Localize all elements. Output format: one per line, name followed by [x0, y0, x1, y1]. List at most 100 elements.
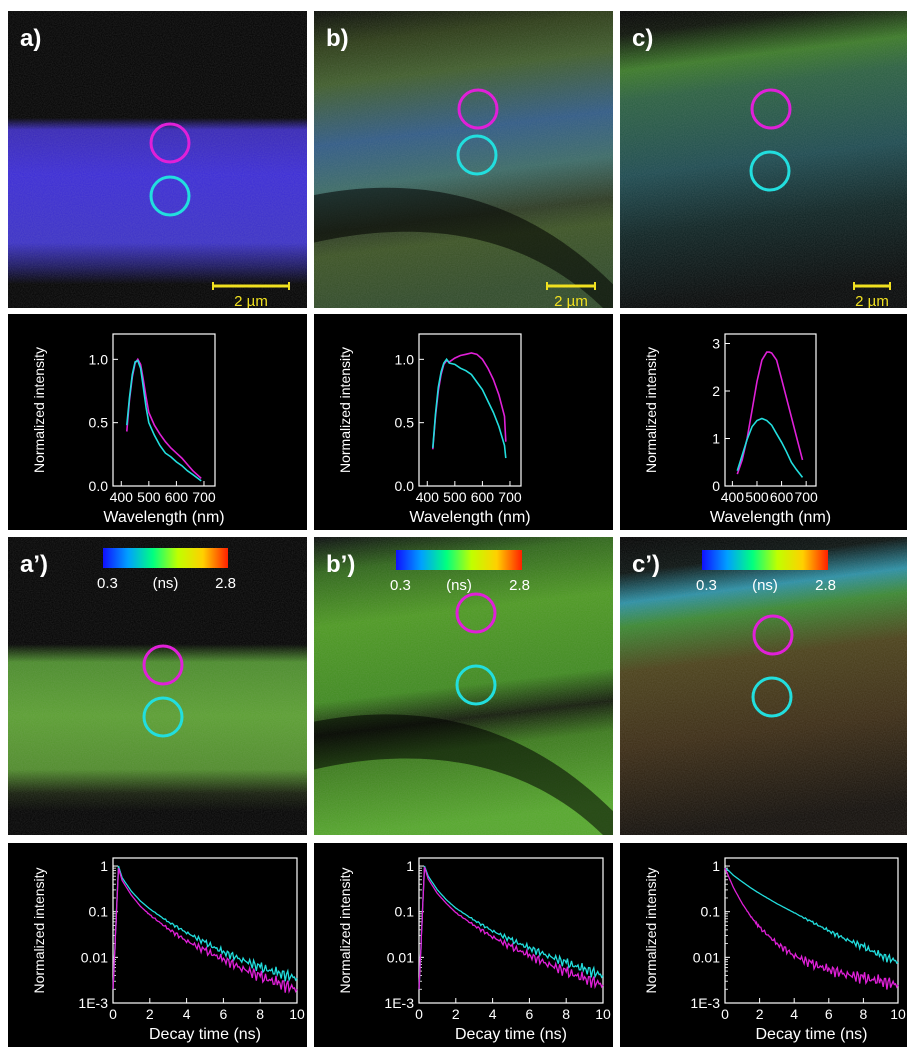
x-tick-label: 6 — [220, 1006, 228, 1022]
x-axis-label: Wavelength (nm) — [103, 509, 224, 526]
x-axis-label: Decay time (ns) — [455, 1026, 567, 1043]
x-tick-label: 4 — [183, 1006, 191, 1022]
chart-panel-4: 0 2 4 6 8 10 1E-3 0.01 0.1 1 Decay time (ns) Normal… — [8, 843, 307, 1047]
y-tick-label: 0.0 — [395, 478, 415, 494]
y-tick-label: 0.1 — [395, 904, 415, 920]
y-tick-label: 0.01 — [693, 949, 720, 965]
image-panel-3-svg: c) 2 µm — [620, 11, 907, 308]
image-panel-5: b’) 0.3 (ns) 2.8 — [314, 537, 613, 835]
y-tick-label: 1E-3 — [384, 995, 414, 1011]
y-tick-label: 0.01 — [387, 949, 414, 965]
image-panel-5-svg: b’) 0.3 (ns) 2.8 — [314, 537, 613, 835]
series-line-magenta — [126, 357, 202, 479]
scalebar-label: 2 µm — [554, 293, 588, 308]
x-tick-label: 6 — [825, 1006, 833, 1022]
image-panel-4-svg: a’) 0.3 (ns) 2.8 — [8, 537, 307, 835]
plot-frame — [112, 333, 216, 487]
y-tick-label: 0.01 — [81, 949, 108, 965]
y-tick-label: 1E-3 — [78, 995, 108, 1011]
y-tick-label: 1 — [406, 858, 414, 874]
series-line-magenta — [112, 867, 298, 994]
colorbar-min-label: 0.3 — [390, 577, 411, 594]
colorbar-max-label: 2.8 — [509, 577, 530, 594]
roi-circle-magenta — [752, 614, 794, 656]
colorbar — [702, 550, 828, 570]
y-tick-label: 0.1 — [89, 904, 109, 920]
chart-panel-3: 400 500 600 700 0 1 2 3 Wavelength (nm) Normalize… — [620, 314, 907, 530]
y-tick-label: 0.1 — [701, 904, 721, 920]
colorbar-max-label: 2.8 — [215, 575, 236, 592]
image-panel-6-svg: c’) 0.3 (ns) 2.8 — [620, 537, 907, 835]
chart-panel-5-svg: 0 2 4 6 8 10 1E-3 0.01 0.1 1 Decay time (ns) Normal… — [337, 857, 611, 1043]
x-tick-label: 2 — [756, 1006, 764, 1022]
colorbar-unit-label: (ns) — [752, 577, 778, 594]
y-tick-label: 1 — [100, 858, 108, 874]
chart-panel-1: 400 500 600 700 0.0 0.5 1.0 Wavelength (nm) Norm… — [8, 314, 307, 530]
panel-label: a’) — [20, 551, 48, 578]
plot-frame — [724, 857, 899, 1004]
roi-circle-magenta — [142, 644, 184, 686]
x-tick-label: 400 — [110, 489, 134, 505]
x-tick-label: 8 — [256, 1006, 264, 1022]
scalebar-label: 2 µm — [234, 293, 268, 308]
y-tick-label: 0 — [712, 478, 720, 494]
x-tick-label: 0 — [721, 1006, 729, 1022]
chart-panel-6-svg: 0 2 4 6 8 10 1E-3 0.01 0.1 1 Decay time (ns) Normal… — [643, 857, 906, 1043]
roi-circle-magenta — [457, 88, 499, 130]
series-line-cyan — [418, 865, 604, 990]
series-line-magenta — [724, 867, 899, 990]
image-noise — [620, 11, 907, 308]
image-noise — [8, 11, 307, 308]
x-tick-label: 8 — [562, 1006, 570, 1022]
y-tick-label: 1.0 — [395, 351, 415, 367]
x-tick-label: 700 — [794, 489, 818, 505]
y-tick-label: 0.5 — [395, 415, 415, 431]
chart-panel-4-svg: 0 2 4 6 8 10 1E-3 0.01 0.1 1 Decay time (ns) Normal… — [31, 857, 305, 1043]
x-tick-label: 6 — [526, 1006, 534, 1022]
plot-frame — [418, 857, 604, 1004]
image-panel-1: a) 2 µm — [8, 11, 307, 308]
colorbar-unit-label: (ns) — [153, 575, 179, 592]
y-axis-label: Normalized intensity — [31, 347, 47, 473]
x-tick-label: 8 — [860, 1006, 868, 1022]
plot-frame — [418, 333, 522, 487]
series-line-cyan — [112, 865, 298, 990]
plot-frame — [724, 333, 817, 487]
plot-frame — [112, 857, 298, 1004]
y-tick-label: 3 — [712, 336, 720, 352]
chart-panel-3-svg: 400 500 600 700 0 1 2 3 Wavelength (nm) Normalize… — [643, 333, 831, 526]
y-tick-label: 1 — [712, 431, 720, 447]
image-panel-2: b) 2 µm — [314, 11, 613, 308]
x-tick-label: 2 — [452, 1006, 460, 1022]
x-tick-label: 500 — [137, 489, 161, 505]
x-tick-label: 400 — [721, 489, 745, 505]
y-axis-label: Normalized intensity — [31, 867, 47, 993]
x-tick-label: 500 — [443, 489, 467, 505]
y-tick-label: 0.5 — [89, 415, 109, 431]
colorbar-max-label: 2.8 — [815, 577, 836, 594]
scalebar-label: 2 µm — [855, 293, 889, 308]
y-axis-label: Normalized intensity — [337, 867, 353, 993]
image-panel-6: c’) 0.3 (ns) 2.8 — [620, 537, 907, 835]
series-line-magenta — [418, 866, 604, 990]
x-tick-label: 2 — [146, 1006, 154, 1022]
chart-panel-2-svg: 400 500 600 700 0.0 0.5 1.0 Wavelength (nm) Norm… — [337, 333, 531, 526]
dark-band — [314, 187, 613, 308]
image-panel-2-svg: b) 2 µm — [314, 11, 613, 308]
panel-label: b) — [326, 25, 349, 52]
y-tick-label: 2 — [712, 383, 720, 399]
x-tick-label: 10 — [289, 1006, 305, 1022]
panel-label: c’) — [632, 551, 660, 578]
series-line-cyan — [736, 417, 804, 478]
x-axis-label: Wavelength (nm) — [710, 509, 831, 526]
roi-circle-cyan — [149, 175, 191, 217]
series-line-cyan — [126, 359, 202, 482]
y-tick-label: 1.0 — [89, 351, 109, 367]
x-tick-label: 0 — [109, 1006, 117, 1022]
image-panel-1-svg: a) 2 µm — [8, 11, 307, 308]
chart-panel-5: 0 2 4 6 8 10 1E-3 0.01 0.1 1 Decay time (ns) Normal… — [314, 843, 613, 1047]
x-tick-label: 0 — [415, 1006, 423, 1022]
x-tick-label: 4 — [790, 1006, 798, 1022]
panel-label: c) — [632, 25, 653, 52]
roi-circle-cyan — [455, 664, 497, 706]
